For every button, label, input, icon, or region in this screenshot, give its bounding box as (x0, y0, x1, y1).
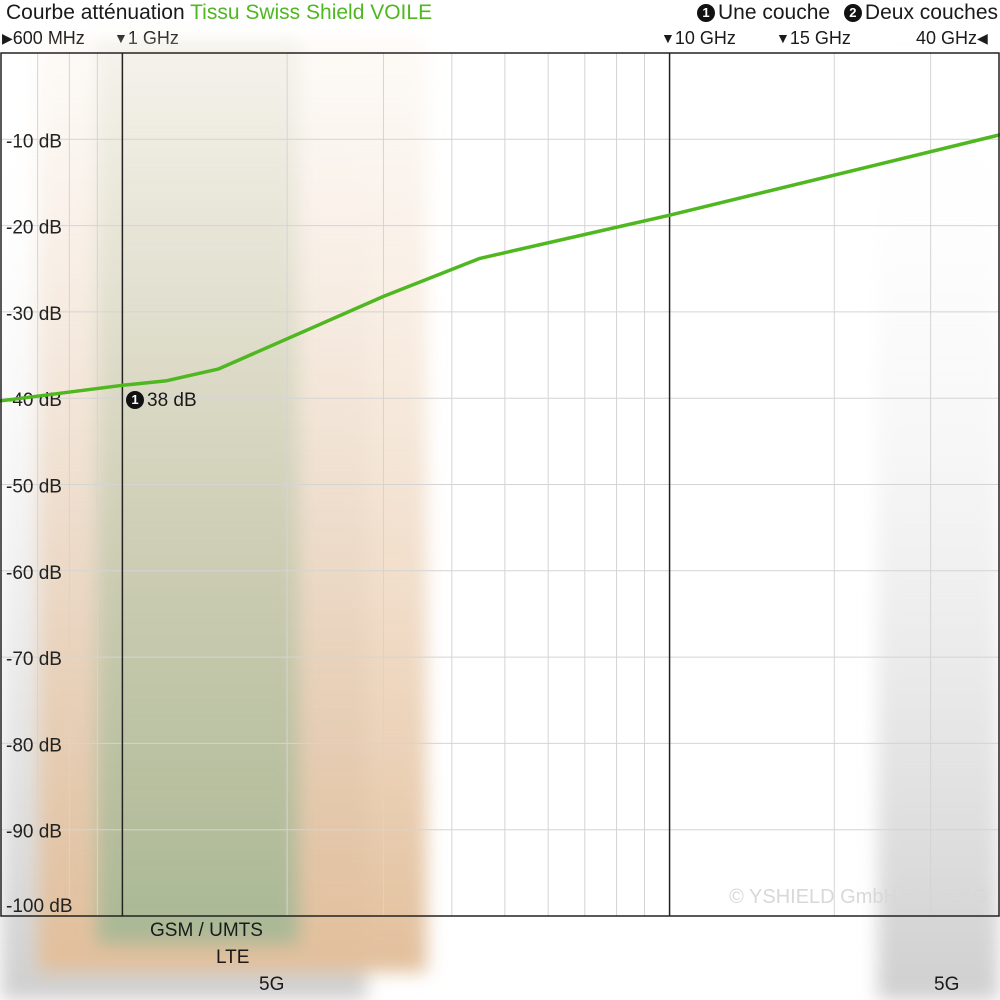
frequency-bands (1, 40, 999, 1000)
y-tick-label: -20 dB (6, 218, 62, 239)
badge-two-icon: 2 (843, 4, 862, 22)
freq-marker-label: 15 GHz (789, 28, 851, 48)
chart-grid (1, 53, 999, 916)
legend-label-one-layer: Une couche (718, 1, 831, 24)
chart-title: Courbe atténuation Tissu Swiss Shield VO… (6, 0, 432, 26)
y-tick-label: -10 dB (6, 131, 62, 152)
copyright-notice: © YSHIELD GmbH & Co. KG (729, 886, 988, 908)
marker-arrow-down-icon: ▼ (776, 30, 790, 46)
annotation-38db: 1 38 dB (126, 390, 197, 412)
band-label-gsm-umts: GSM / UMTS (150, 920, 263, 941)
band-label-lte: LTE (216, 947, 250, 968)
band-5g-high (877, 40, 999, 1000)
y-tick-label: -50 dB (6, 477, 62, 498)
y-tick-label: -80 dB (6, 735, 62, 756)
freq-marker-15ghz: ▼15 GHz (776, 26, 851, 50)
chart-header: Courbe atténuation Tissu Swiss Shield VO… (0, 0, 1000, 28)
marker-arrow-left-icon: ◀ (977, 30, 988, 46)
legend: 1 Une couche 2 Deux couches (689, 0, 998, 26)
band-gsm-umts (97, 40, 299, 944)
badge-one-icon: 1 (126, 391, 144, 409)
plot-frame (0, 52, 1000, 917)
y-tick-label: -60 dB (6, 563, 62, 584)
badge-one-icon: 1 (697, 4, 715, 22)
marker-lines (121, 53, 671, 916)
title-prefix: Courbe atténuation (6, 1, 185, 24)
series-line-une-couche (0, 133, 1000, 403)
legend-item-two-layers: 2 Deux couches (843, 1, 998, 24)
freq-marker-10ghz: ▼10 GHz (661, 26, 736, 50)
marker-arrow-right-icon: ▶ (2, 30, 13, 46)
y-tick-label: -70 dB (6, 649, 62, 670)
band-label-5g-high: 5G (934, 974, 960, 995)
marker-arrow-down-icon: ▼ (661, 30, 675, 46)
series-group (0, 133, 1000, 403)
legend-label-two-layers: Deux couches (864, 1, 998, 24)
y-axis-labels: -10 dB-20 dB-30 dB-40 dB-50 dB-60 dB-70 … (6, 131, 73, 917)
title-product: Tissu Swiss Shield VOILE (190, 1, 433, 24)
legend-item-one-layer: 1 Une couche (697, 1, 830, 24)
y-tick-label: -30 dB (6, 304, 62, 325)
annotation-value: 38 dB (147, 390, 197, 411)
freq-marker-label: 10 GHz (674, 28, 736, 48)
band-label-5g-low: 5G (259, 974, 285, 995)
y-tick-label: -90 dB (6, 822, 62, 843)
y-tick-label: -100 dB (6, 896, 73, 917)
